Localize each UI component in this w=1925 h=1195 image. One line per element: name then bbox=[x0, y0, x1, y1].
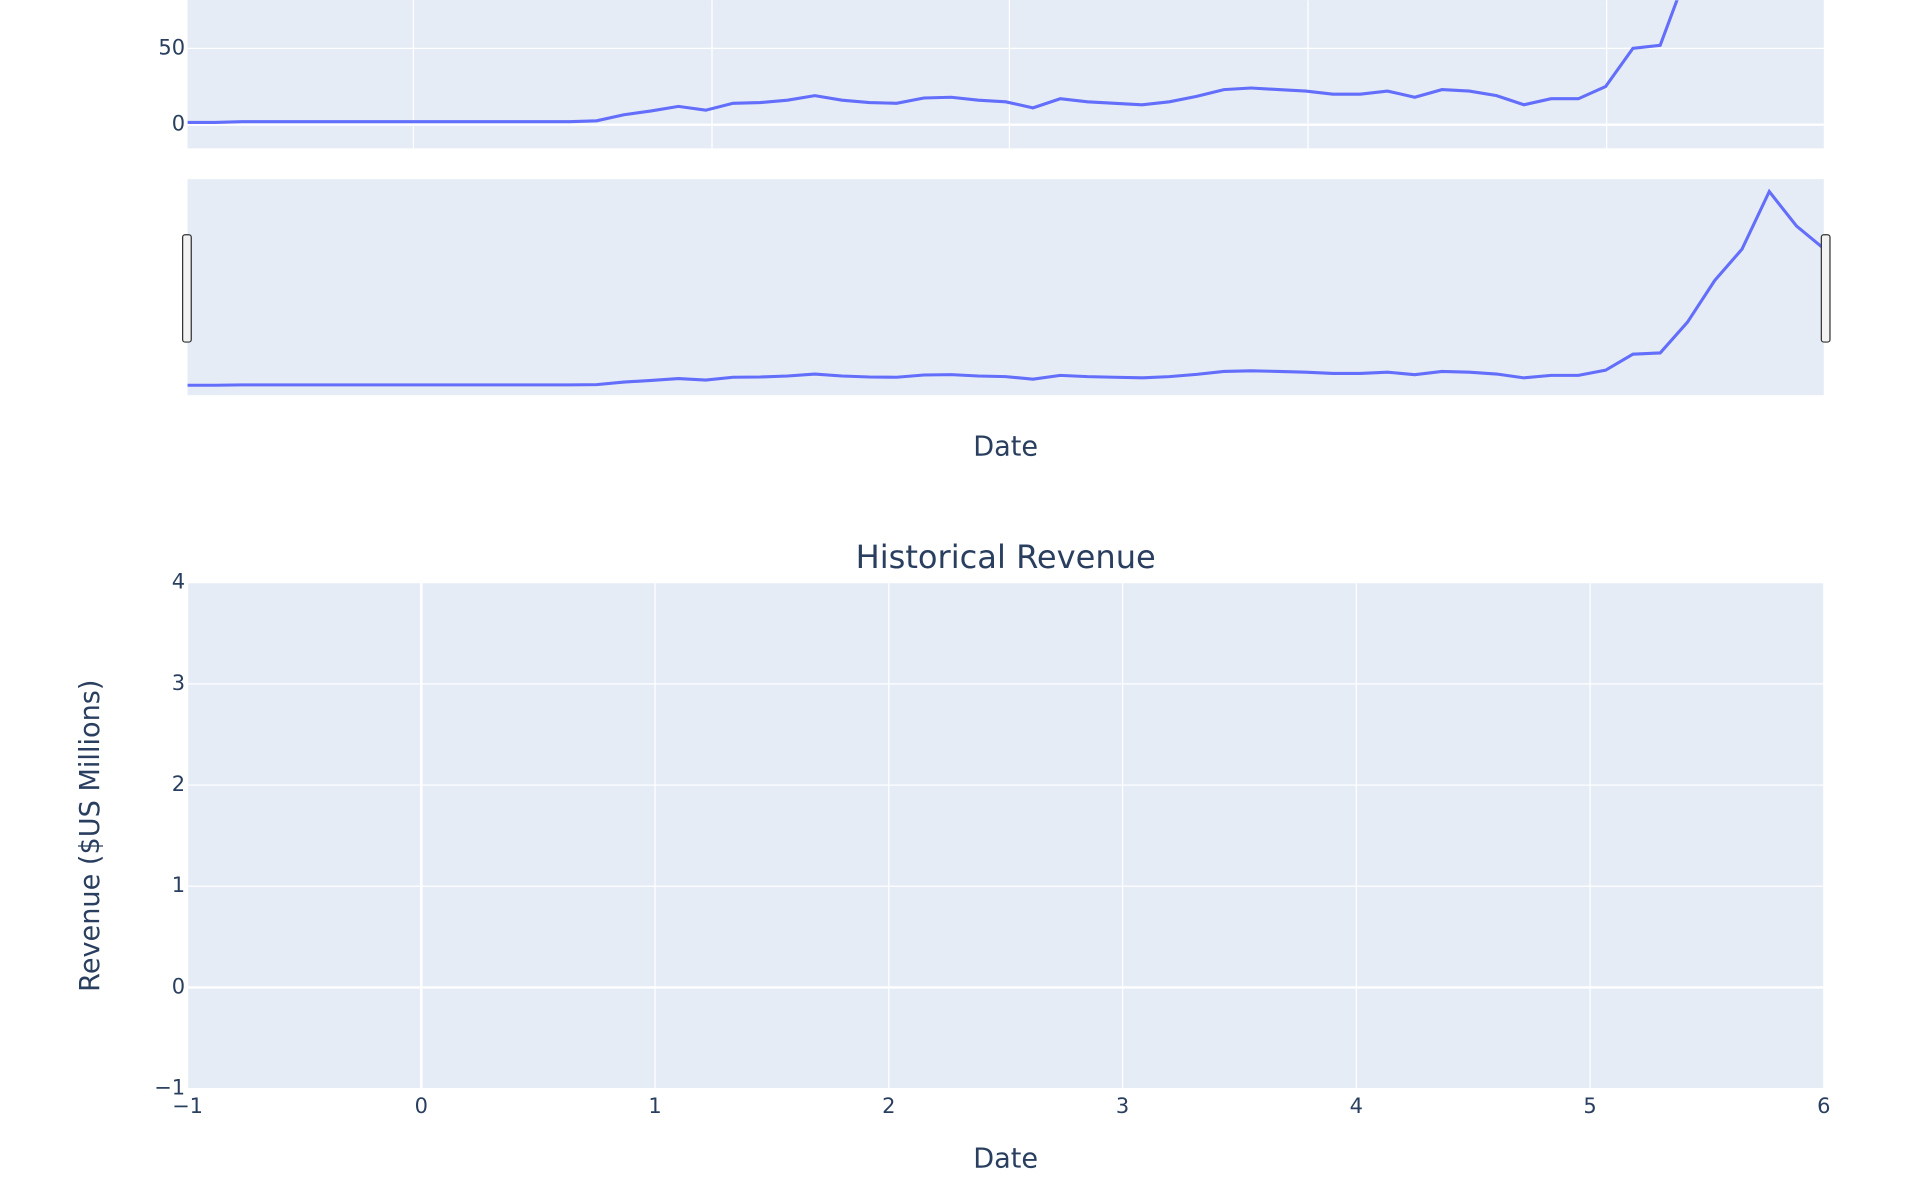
y-tick-label: −1 bbox=[154, 1076, 185, 1100]
y-tick-label: 1 bbox=[172, 873, 185, 897]
y-tick-label: 0 bbox=[172, 112, 185, 136]
y-tick-label: 4 bbox=[172, 570, 185, 594]
slider-layer bbox=[187, 188, 1825, 387]
x-tick-label: 1 bbox=[648, 1094, 661, 1118]
x-tick-label: 4 bbox=[1350, 1094, 1363, 1118]
revenue-layer: −1 0 1 2 3 4 −1 0 1 2 3 4 5 6 bbox=[154, 570, 1830, 1118]
x-tick-label: −1 bbox=[172, 1094, 203, 1118]
y-tick-label: 50 bbox=[158, 35, 185, 59]
plot-background bbox=[187, 582, 1824, 1089]
y-tick-label: 2 bbox=[172, 772, 185, 796]
slider-line bbox=[187, 188, 1825, 387]
y-tick-label: 0 bbox=[172, 974, 185, 998]
slider-handle-left[interactable] bbox=[182, 234, 192, 343]
x-axis-title: Date bbox=[973, 1144, 1038, 1175]
chart-title: Historical Revenue bbox=[856, 538, 1156, 576]
slider-handle-right[interactable] bbox=[1820, 234, 1831, 343]
x-tick-label: 2 bbox=[882, 1094, 895, 1118]
price-layer: 0 50 bbox=[158, 0, 1824, 136]
x-tick-label: 6 bbox=[1817, 1094, 1830, 1118]
plot-background bbox=[187, 0, 1824, 149]
price-line bbox=[187, 0, 1679, 124]
x-axis-title: Date bbox=[973, 432, 1038, 463]
x-tick-label: 0 bbox=[415, 1094, 428, 1118]
y-tick-label: 3 bbox=[172, 671, 185, 695]
y-axis-title: Revenue ($US Millions) bbox=[75, 679, 106, 991]
x-tick-label: 5 bbox=[1583, 1094, 1596, 1118]
range-slider[interactable] bbox=[187, 179, 1824, 396]
x-tick-label: 3 bbox=[1116, 1094, 1129, 1118]
